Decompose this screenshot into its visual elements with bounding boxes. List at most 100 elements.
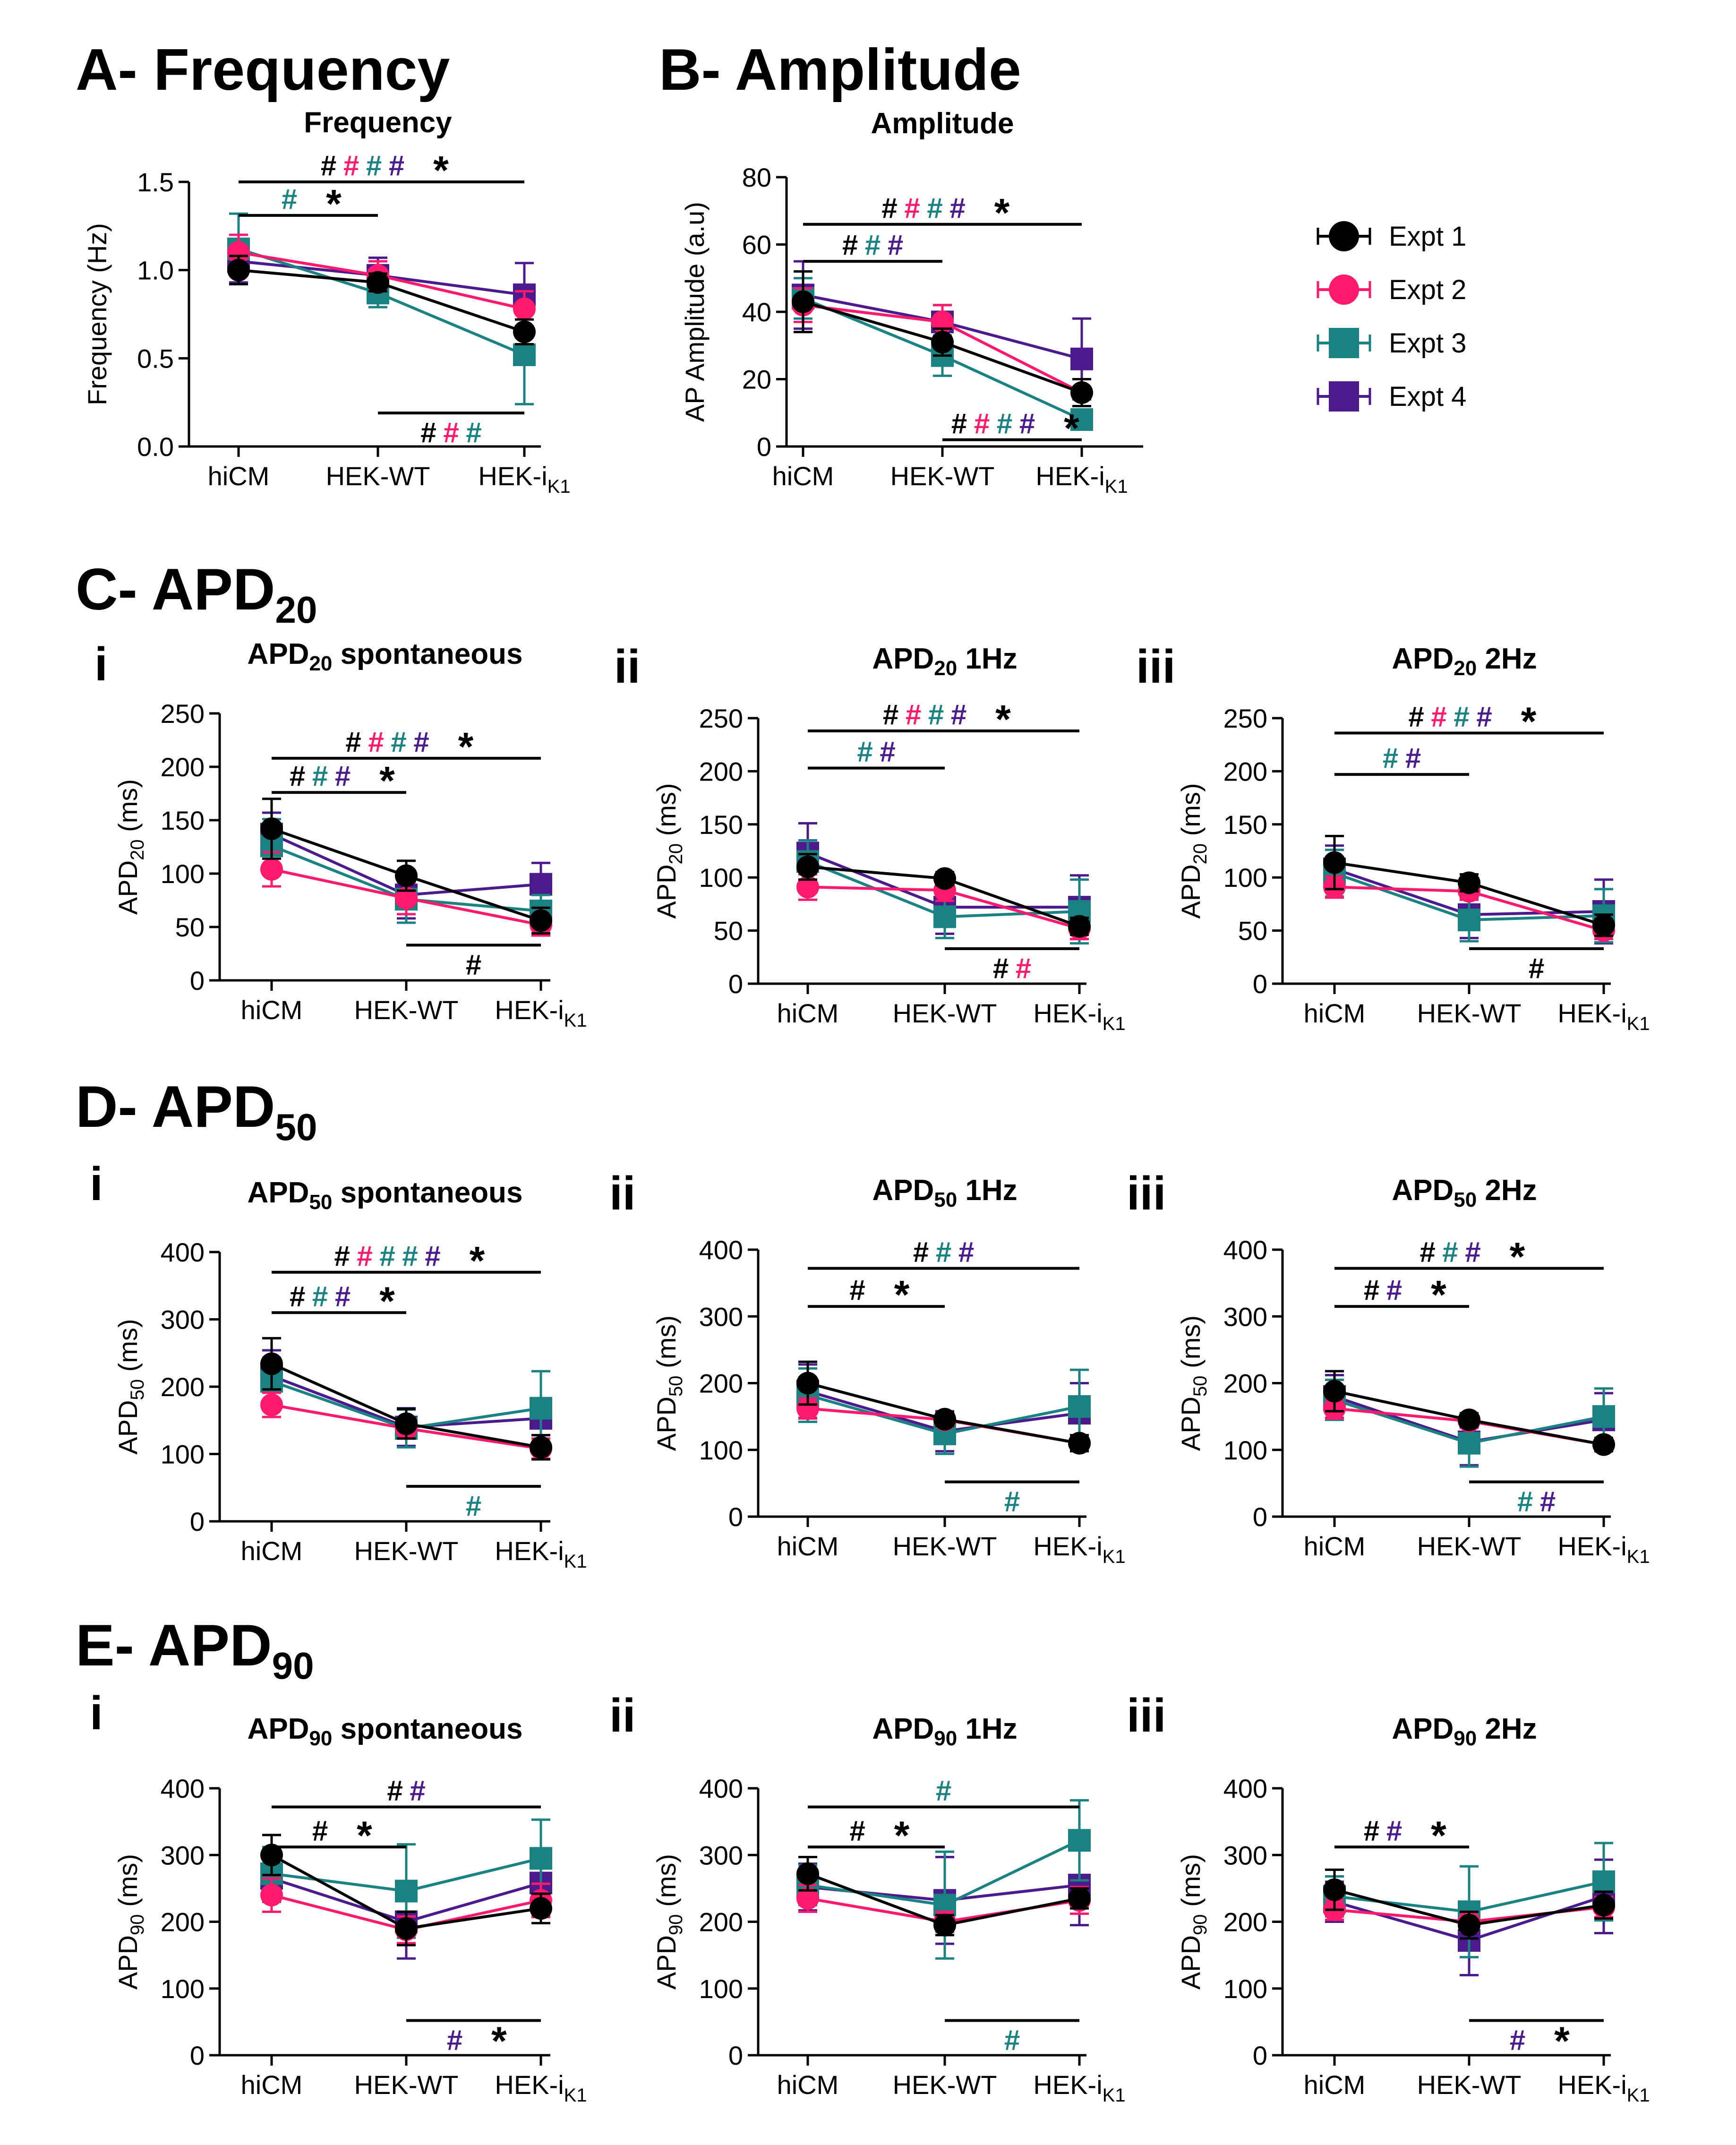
- hash-mark: #: [1386, 1815, 1402, 1846]
- significance-bracket: # # # # *: [803, 190, 1082, 235]
- x-tick-label-sub: K1: [1627, 2085, 1650, 2106]
- hash-mark: #: [402, 1240, 418, 1272]
- y-axis-label-post: (ms): [113, 779, 143, 840]
- star-mark: *: [379, 758, 395, 803]
- x-tick-label: HEK-WT: [893, 1531, 997, 1561]
- y-axis-label: APD20 (ms): [113, 779, 148, 915]
- legend-item-1: Expt 1: [1317, 221, 1466, 252]
- significance-bracket: # # # # *: [272, 724, 541, 769]
- significance-bracket: # # # # *: [942, 406, 1082, 450]
- chart-title: APD90 2Hz: [1392, 1713, 1537, 1750]
- hash-mark: #: [974, 408, 990, 439]
- chart-title-pre: APD: [248, 1176, 309, 1209]
- y-tick-label: 50: [714, 916, 743, 946]
- star-mark: *: [433, 148, 449, 192]
- y-tick-label: 250: [699, 704, 743, 733]
- series-expt-1: [796, 1855, 1091, 1937]
- y-axis-label-sub: 90: [127, 1914, 148, 1935]
- chart-title-pre: APD: [248, 1713, 309, 1745]
- x-tick-label-sub: K1: [564, 1010, 587, 1031]
- hash-mark: #: [391, 726, 406, 758]
- hash-mark: #: [1405, 742, 1421, 774]
- star-mark: *: [491, 2019, 507, 2063]
- hash-mark: #: [1016, 952, 1031, 984]
- x-tick-label-main: HEK-i: [495, 1536, 564, 1566]
- star-mark: *: [458, 724, 474, 769]
- hash-mark: #: [1383, 742, 1398, 774]
- chart-b: Amplitude 0 20 40 60 80 hiCM HEK-WT HEK-iK1 AP Am…: [680, 107, 1143, 497]
- legend-marker: [1329, 328, 1359, 358]
- y-axis-label: APD90 (ms): [113, 1854, 148, 1990]
- data-point: [1592, 1870, 1615, 1893]
- y-tick-label: 200: [699, 1907, 743, 1937]
- section-e-subscript: 90: [272, 1645, 314, 1687]
- x-tick-label-main: HEK-i: [495, 2070, 564, 2100]
- series-expt-1: [227, 255, 536, 345]
- hash-mark: #: [335, 760, 351, 792]
- panel-label-c-i: i: [94, 638, 108, 691]
- hash-mark: #: [368, 726, 384, 758]
- y-axis-label-pre: APD: [1176, 1935, 1206, 1990]
- data-point: [796, 1397, 819, 1420]
- x-tick-label-sub: K1: [1105, 476, 1128, 497]
- data-point: [530, 1397, 552, 1420]
- y-tick-label: 200: [1223, 1907, 1267, 1937]
- x-tick-label-sub: K1: [1627, 1013, 1650, 1034]
- y-tick-label: 100: [699, 1974, 743, 2004]
- y-tick-label: 250: [1223, 704, 1267, 733]
- y-axis-label-pre: APD: [1176, 1397, 1206, 1451]
- x-tick-label: HEK-WT: [1417, 998, 1522, 1028]
- data-point: [796, 1862, 819, 1885]
- significance-bracket: # *: [239, 181, 378, 226]
- panel-label-c-iii: iii: [1136, 640, 1175, 693]
- y-axis-label-sub: 50: [1190, 1375, 1211, 1397]
- hash-mark: #: [312, 1280, 328, 1312]
- legend: Expt 1 Expt 2 Expt 3 Expt 4: [1317, 221, 1466, 412]
- y-axis-label-post: (ms): [1176, 783, 1206, 843]
- chart-title: APD50 1Hz: [872, 1174, 1017, 1211]
- y-tick-label: 150: [161, 806, 205, 835]
- data-point: [1592, 1405, 1615, 1428]
- significance-bracket: # # # *: [272, 1278, 406, 1323]
- panel-label-d-iii: iii: [1127, 1167, 1166, 1220]
- section-e-heading: E- APD90: [76, 1613, 314, 1687]
- hash-mark: #: [413, 726, 429, 758]
- hash-mark: #: [334, 1240, 350, 1272]
- data-point: [530, 1897, 552, 1920]
- data-point: [1592, 1433, 1615, 1456]
- significance-bracket: # *: [808, 1813, 945, 1857]
- data-point: [395, 1879, 418, 1903]
- chart-title-pre: APD: [872, 1174, 934, 1207]
- y-axis-label-sub: 50: [666, 1375, 686, 1397]
- x-tick-label: HEK-WT: [893, 998, 997, 1028]
- chart-title-post: spontaneous: [332, 638, 522, 670]
- data-point: [1323, 851, 1346, 874]
- hash-mark: #: [849, 1815, 865, 1846]
- x-tick-label-sub: K1: [1627, 1546, 1650, 1567]
- chart-title-pre: APD: [1392, 1174, 1454, 1207]
- data-point: [796, 875, 819, 899]
- data-point: [227, 258, 250, 282]
- y-tick-label: 400: [699, 1774, 743, 1803]
- hash-mark: #: [1540, 1486, 1556, 1518]
- hash-mark: #: [1364, 1815, 1379, 1846]
- data-point: [1070, 381, 1093, 404]
- data-point: [260, 1844, 283, 1867]
- hash-mark: #: [312, 1815, 328, 1846]
- x-tick-label-sub: K1: [1103, 1546, 1126, 1567]
- y-tick-label: 400: [699, 1235, 743, 1265]
- significance-bracket: # # # # *: [239, 148, 524, 192]
- hash-mark: #: [951, 699, 966, 730]
- chart-title-post: 1Hz: [957, 1174, 1017, 1207]
- hash-mark: #: [1465, 1236, 1480, 1268]
- star-mark: *: [894, 1813, 910, 1857]
- y-tick-label: 100: [699, 1435, 743, 1465]
- hash-mark: #: [883, 699, 898, 730]
- hash-mark: #: [1420, 1236, 1435, 1268]
- significance-bracket: # # # *: [272, 758, 406, 803]
